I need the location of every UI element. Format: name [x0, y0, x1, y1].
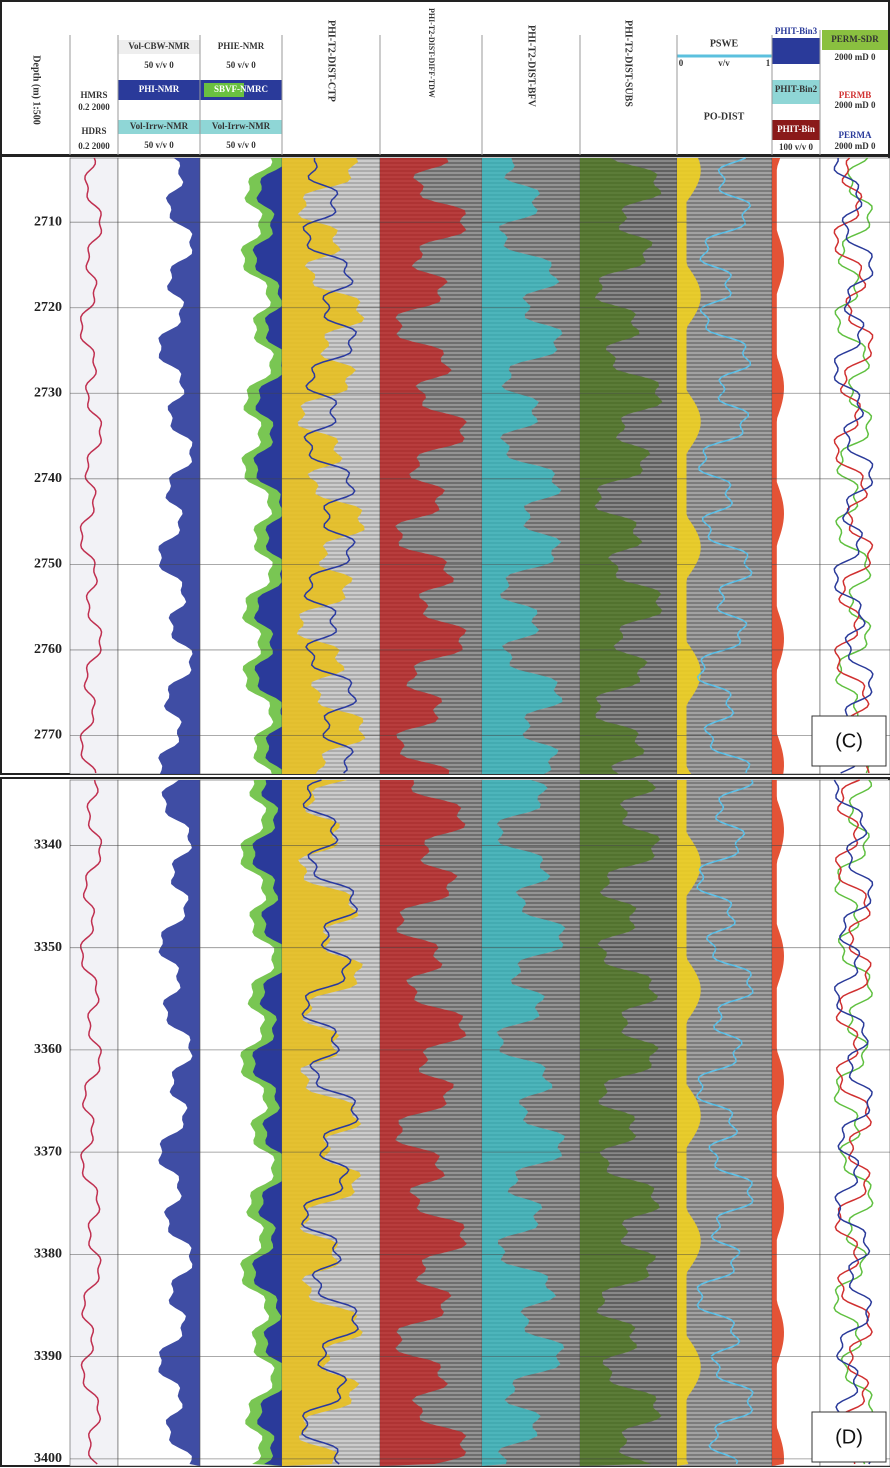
panel-label-box: [811, 715, 887, 767]
depth-header: Depth (m) 1:500: [31, 55, 42, 124]
track-label: PHIT-Bin3: [775, 26, 818, 36]
track-scale: 0.2 2000: [78, 102, 110, 112]
y-tick-label: 3380: [34, 1247, 62, 1262]
legend-swatch: [772, 80, 820, 104]
track-label: SBVF-NMRC: [214, 84, 268, 94]
log-fill: [240, 780, 282, 1466]
track-scale: 100 v/v 0: [779, 142, 814, 152]
log-fill: [158, 158, 200, 774]
track-label: PERMA: [839, 130, 872, 140]
track-label: HMRS: [81, 90, 108, 100]
track-label: PERM-SDR: [831, 34, 879, 44]
y-tick-label: 3350: [34, 940, 62, 955]
log-fill: [772, 780, 784, 1466]
log-fill: [252, 158, 286, 774]
ctp-curve: [302, 157, 358, 774]
track-label: PHI-T2-DIST-DIFF-TDW: [427, 8, 436, 98]
track-label: PERMB: [839, 90, 872, 100]
track-scale: 2000 mD 0: [835, 52, 876, 62]
y-tick-label: 2740: [34, 471, 62, 486]
log-fill: [282, 780, 363, 1466]
track-label: PHIT-Bin: [777, 124, 815, 134]
y-tick-label: 2750: [34, 557, 62, 572]
track-label: PHI-NMR: [139, 84, 180, 94]
track-label: PHI-T2-DIST-CTP: [326, 20, 337, 102]
log-fill: [282, 158, 366, 774]
perm-curve: [833, 157, 874, 774]
track-label: PHI-T2-DIST-BFV: [526, 25, 537, 108]
y-tick-label: 3400: [34, 1451, 62, 1466]
track-scale: 1: [766, 58, 771, 68]
legend-swatch: [772, 38, 820, 64]
y-tick-label: 2710: [34, 214, 62, 229]
log-fill: [482, 780, 566, 1466]
track-scale: 0: [679, 58, 684, 68]
track-label: PO-DIST: [704, 111, 745, 122]
track-scale: 50 v/v 0: [144, 60, 174, 70]
track-label: HDRS: [81, 126, 106, 136]
track-label: PSWE: [710, 38, 739, 49]
track-scale: 0.2 2000: [78, 141, 110, 151]
legend-swatch: [118, 40, 200, 54]
track-label: PHIT-Bin2: [775, 84, 818, 94]
track-label: Vol-Irrw-NMR: [130, 121, 189, 131]
perm-curve: [834, 157, 873, 774]
log-fill: [677, 158, 701, 774]
legend-swatch: [200, 120, 282, 134]
y-tick-label: 3370: [34, 1144, 62, 1159]
y-tick-label: 3340: [34, 838, 62, 853]
resistivity-curve: [79, 157, 103, 774]
perm-curve: [833, 779, 873, 1465]
track-scale: 50 v/v 0: [226, 140, 256, 150]
log-fill: [252, 780, 287, 1466]
resistivity-curve: [80, 779, 103, 1465]
legend-swatch: [822, 30, 888, 50]
log-fill: [380, 158, 467, 774]
log-fill: [580, 158, 663, 774]
track-scale: 50 v/v 0: [226, 60, 256, 70]
track-label: PHIE-NMR: [218, 41, 265, 51]
track: [819, 157, 890, 775]
log-fill: [772, 158, 784, 774]
track-label: Vol-CBW-NMR: [128, 41, 190, 51]
y-tick-label: 2760: [34, 642, 62, 657]
pswe-curve: [696, 157, 753, 774]
perm-curve: [833, 157, 874, 774]
panel-label-box: [811, 1411, 887, 1463]
ctp-curve: [300, 779, 359, 1465]
track: [69, 157, 119, 775]
track-scale: v/v: [718, 58, 730, 68]
header: Depth (m) 1:500 HMRS 0.2 2000 HDRS 0.2 2…: [0, 0, 890, 156]
log-fill: [580, 780, 662, 1466]
y-tick-label: 2730: [34, 385, 62, 400]
log-fill: [158, 780, 200, 1466]
y-tick-label: 2770: [34, 728, 62, 743]
log-panel: 2710 2720 2730 2740 2750 2760 2770 (C): [0, 155, 890, 775]
perm-curve: [833, 779, 874, 1465]
perm-curve: [833, 779, 874, 1465]
y-tick-label: 2720: [34, 300, 62, 315]
legend-swatch: [204, 83, 244, 97]
log-fill: [677, 780, 701, 1466]
legend-swatch: [772, 120, 820, 140]
y-tick-label: 3360: [34, 1042, 62, 1057]
track-scale: 2000 mD 0: [835, 141, 876, 151]
track-scale: 50 v/v 0: [144, 140, 174, 150]
legend-swatch: [118, 120, 200, 134]
log-fill: [482, 158, 563, 774]
track-label: PHI-T2-DIST-SUBS: [623, 20, 634, 107]
panel-label: (C): [835, 730, 863, 752]
log-fill: [380, 780, 467, 1466]
pswe-curve: [696, 779, 754, 1465]
track-scale: 2000 mD 0: [835, 100, 876, 110]
panel-label: (D): [835, 1426, 863, 1448]
track-label: Vol-Irrw-NMR: [212, 121, 271, 131]
y-tick-label: 3390: [34, 1349, 62, 1364]
log-panel: 3340 3350 3360 3370 3380 3390 3400 (D): [0, 777, 890, 1467]
legend-swatch: [118, 80, 200, 100]
track: [771, 779, 821, 1467]
